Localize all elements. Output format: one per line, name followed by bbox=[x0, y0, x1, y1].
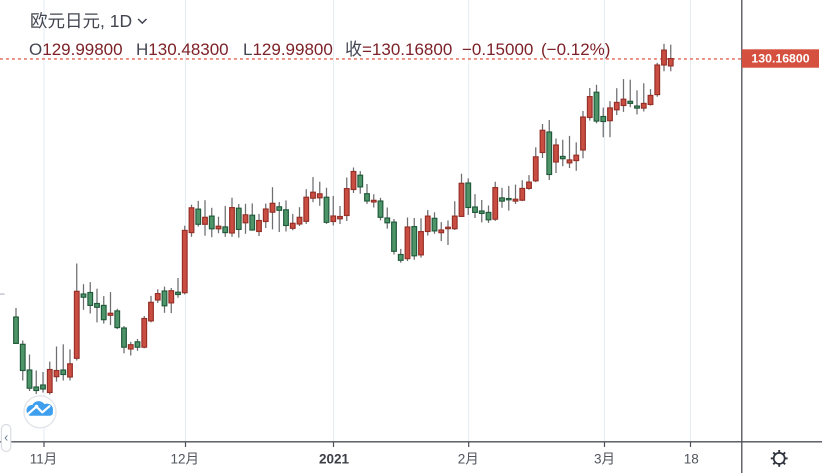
svg-text:2021: 2021 bbox=[319, 452, 350, 467]
svg-text:‹: ‹ bbox=[4, 431, 8, 445]
svg-text:3月: 3月 bbox=[594, 452, 615, 467]
svg-text:2月: 2月 bbox=[458, 452, 479, 467]
svg-text:130.16800: 130.16800 bbox=[751, 52, 809, 66]
svg-text:11月: 11月 bbox=[30, 452, 58, 467]
svg-text:12月: 12月 bbox=[171, 452, 200, 467]
svg-text:18: 18 bbox=[684, 452, 699, 467]
svg-text:欧元日元, 1D: 欧元日元, 1D bbox=[30, 11, 132, 31]
